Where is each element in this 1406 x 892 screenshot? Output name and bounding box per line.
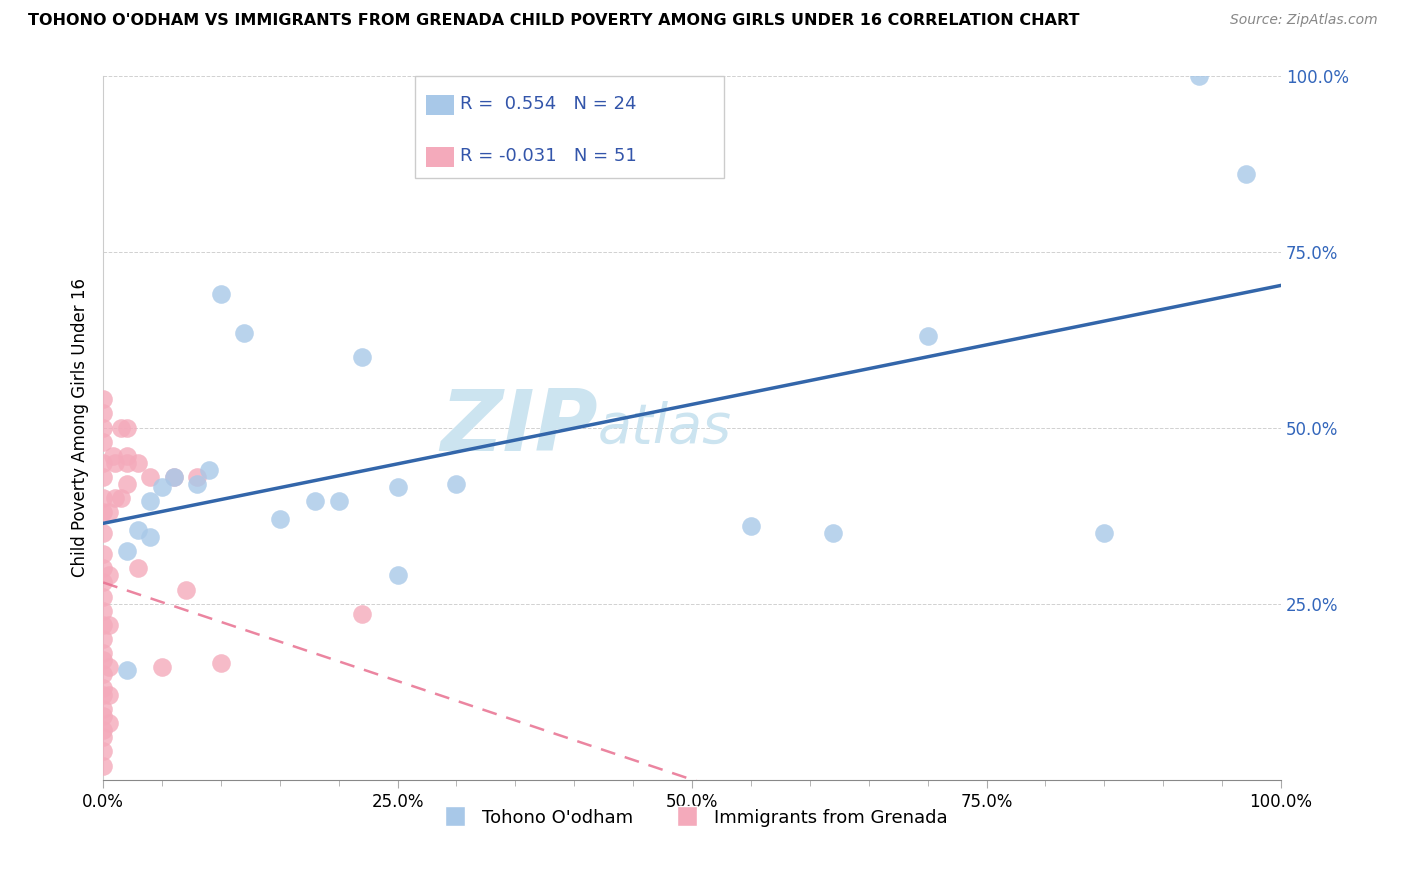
Point — [91, 491, 114, 505]
Point — [304, 494, 326, 508]
Point — [91, 632, 114, 646]
Text: ZIP: ZIP — [440, 386, 598, 469]
Point — [91, 561, 114, 575]
Point — [446, 476, 468, 491]
Point — [98, 617, 121, 632]
Text: atlas: atlas — [598, 401, 731, 454]
Point — [186, 476, 208, 491]
Point — [186, 470, 208, 484]
Point — [91, 456, 114, 470]
Point — [352, 607, 374, 622]
Text: R = -0.031   N = 51: R = -0.031 N = 51 — [460, 147, 637, 165]
Point — [127, 523, 149, 537]
Point — [91, 575, 114, 590]
Point — [1234, 167, 1257, 181]
Y-axis label: Child Poverty Among Girls Under 16: Child Poverty Among Girls Under 16 — [72, 278, 89, 577]
Point — [91, 617, 114, 632]
Point — [209, 657, 232, 671]
Point — [917, 329, 939, 343]
Point — [1187, 69, 1209, 83]
Point — [98, 716, 121, 731]
Point — [91, 392, 114, 407]
Point — [91, 547, 114, 561]
Point — [127, 561, 149, 575]
Point — [91, 709, 114, 723]
Point — [139, 494, 162, 508]
Point — [740, 519, 762, 533]
Point — [104, 456, 127, 470]
Point — [115, 543, 138, 558]
Point — [139, 470, 162, 484]
Point — [150, 660, 173, 674]
Point — [110, 420, 132, 434]
Point — [98, 660, 121, 674]
Point — [98, 568, 121, 582]
Point — [91, 505, 114, 519]
Point — [110, 491, 132, 505]
Point — [91, 646, 114, 660]
Point — [233, 326, 256, 340]
Point — [163, 470, 186, 484]
Point — [91, 723, 114, 738]
Legend: Tohono O'odham, Immigrants from Grenada: Tohono O'odham, Immigrants from Grenada — [429, 802, 955, 834]
Point — [115, 456, 138, 470]
Text: TOHONO O'ODHAM VS IMMIGRANTS FROM GRENADA CHILD POVERTY AMONG GIRLS UNDER 16 COR: TOHONO O'ODHAM VS IMMIGRANTS FROM GRENAD… — [28, 13, 1080, 29]
Point — [387, 480, 409, 494]
Point — [91, 758, 114, 772]
Point — [1092, 526, 1115, 541]
Point — [91, 526, 114, 541]
Point — [91, 407, 114, 421]
Point — [91, 681, 114, 695]
Point — [139, 530, 162, 544]
Point — [209, 286, 232, 301]
Point — [150, 480, 173, 494]
Point — [101, 449, 124, 463]
Point — [91, 688, 114, 702]
Point — [115, 420, 138, 434]
Point — [91, 702, 114, 716]
Point — [91, 667, 114, 681]
Point — [127, 456, 149, 470]
Point — [91, 731, 114, 745]
Text: Source: ZipAtlas.com: Source: ZipAtlas.com — [1230, 13, 1378, 28]
Point — [115, 476, 138, 491]
Point — [91, 470, 114, 484]
Point — [163, 470, 186, 484]
Point — [104, 491, 127, 505]
Point — [91, 434, 114, 449]
Point — [387, 568, 409, 582]
Point — [98, 688, 121, 702]
Point — [91, 420, 114, 434]
Point — [91, 604, 114, 618]
Point — [269, 512, 291, 526]
Point — [328, 494, 350, 508]
Point — [198, 463, 221, 477]
Point — [98, 505, 121, 519]
Point — [91, 744, 114, 758]
Point — [91, 653, 114, 667]
Point — [91, 590, 114, 604]
Point — [115, 664, 138, 678]
Point — [352, 350, 374, 364]
Point — [115, 449, 138, 463]
Point — [174, 582, 197, 597]
Point — [823, 526, 845, 541]
Text: R =  0.554   N = 24: R = 0.554 N = 24 — [460, 95, 637, 113]
